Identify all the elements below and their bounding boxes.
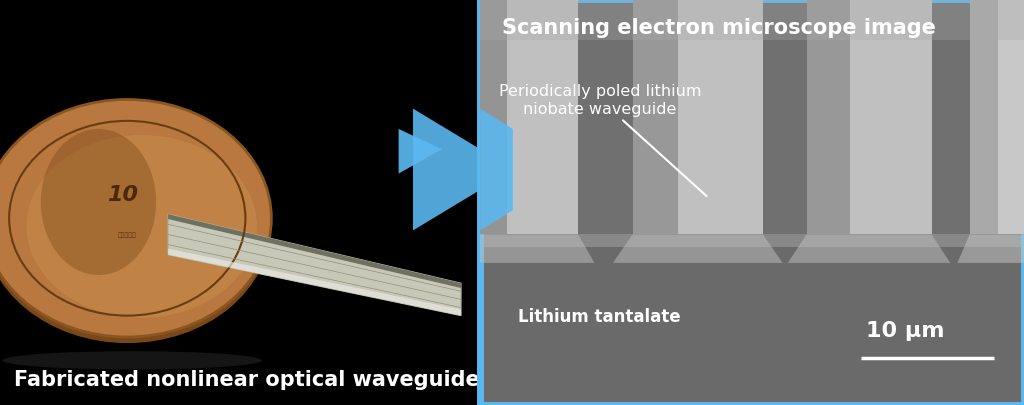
Text: 10 μm: 10 μm [866,320,945,340]
Bar [469,0,579,235]
Polygon shape [413,109,480,231]
Bar [579,0,633,235]
Polygon shape [398,130,441,174]
Bar [633,0,763,235]
Polygon shape [168,249,461,316]
Bar [480,0,1024,40]
Ellipse shape [0,100,271,337]
Text: 昭和三十年: 昭和三十年 [118,232,136,238]
Bar [480,235,1024,405]
Ellipse shape [41,130,156,275]
Text: Lithium tantalate: Lithium tantalate [518,307,681,325]
Bar [763,0,807,235]
Bar [807,0,932,235]
Polygon shape [168,220,461,295]
Bar [932,0,970,235]
Ellipse shape [2,351,262,369]
Text: 10: 10 [106,184,138,205]
Ellipse shape [0,106,271,343]
Polygon shape [480,109,513,231]
Text: Fabricated nonlinear optical waveguide: Fabricated nonlinear optical waveguide [14,369,480,389]
Polygon shape [957,235,1024,263]
Bar [480,0,1024,73]
Text: Periodically poled lithium
niobate waveguide: Periodically poled lithium niobate waveg… [499,84,707,196]
Polygon shape [807,0,850,235]
Polygon shape [633,0,678,235]
Ellipse shape [27,136,257,318]
Polygon shape [168,215,461,288]
Bar [970,0,1024,235]
Text: Scanning electron microscope image: Scanning electron microscope image [502,18,936,38]
Bar [480,0,1024,235]
Polygon shape [787,235,950,263]
Polygon shape [613,235,782,263]
Polygon shape [168,215,461,316]
Polygon shape [469,0,508,235]
Polygon shape [970,0,998,235]
Polygon shape [453,235,595,263]
Bar [480,235,1024,247]
